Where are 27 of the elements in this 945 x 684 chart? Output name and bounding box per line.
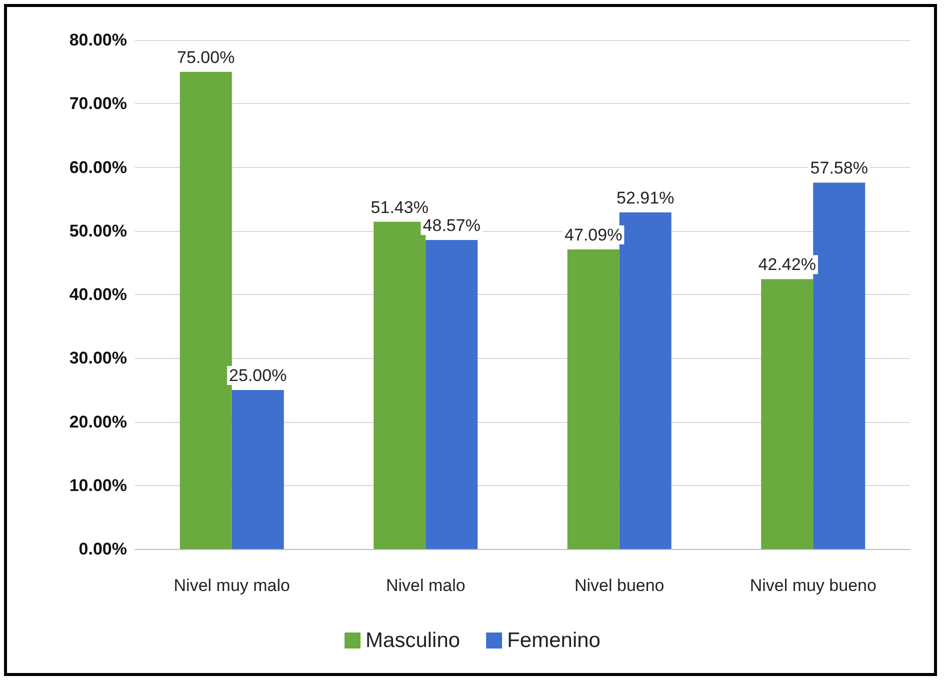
x-tick-label: Nivel bueno [574, 576, 664, 595]
data-label: 57.58% [810, 158, 868, 178]
bar [232, 390, 284, 549]
bar [761, 279, 814, 549]
legend-label: Masculino [366, 629, 460, 652]
x-tick-label: Nivel muy bueno [750, 576, 876, 595]
data-label: 42.42% [758, 255, 816, 274]
y-tick-label: 40.00% [69, 285, 127, 304]
data-label: 52.91% [616, 188, 674, 208]
bar [426, 240, 478, 549]
bar [567, 249, 620, 549]
y-tick-label: 70.00% [69, 94, 127, 114]
y-tick-label: 50.00% [69, 221, 127, 240]
y-tick-label: 0.00% [78, 540, 127, 558]
data-label: 48.57% [422, 216, 480, 235]
x-tick-label: Nivel muy malo [174, 576, 290, 595]
y-tick-label: 10.00% [69, 476, 127, 495]
x-tick-label: Nivel malo [386, 576, 466, 595]
y-tick-label: 80.00% [69, 30, 127, 50]
data-label: 75.00% [177, 48, 235, 67]
y-tick-label: 60.00% [69, 158, 127, 177]
legend-label: Femenino [507, 629, 600, 652]
data-label: 47.09% [564, 225, 622, 244]
data-label: 51.43% [370, 198, 428, 217]
y-tick-label: 30.00% [69, 348, 127, 368]
y-tick-label: 20.00% [69, 412, 127, 432]
data-label: 25.00% [229, 366, 287, 385]
